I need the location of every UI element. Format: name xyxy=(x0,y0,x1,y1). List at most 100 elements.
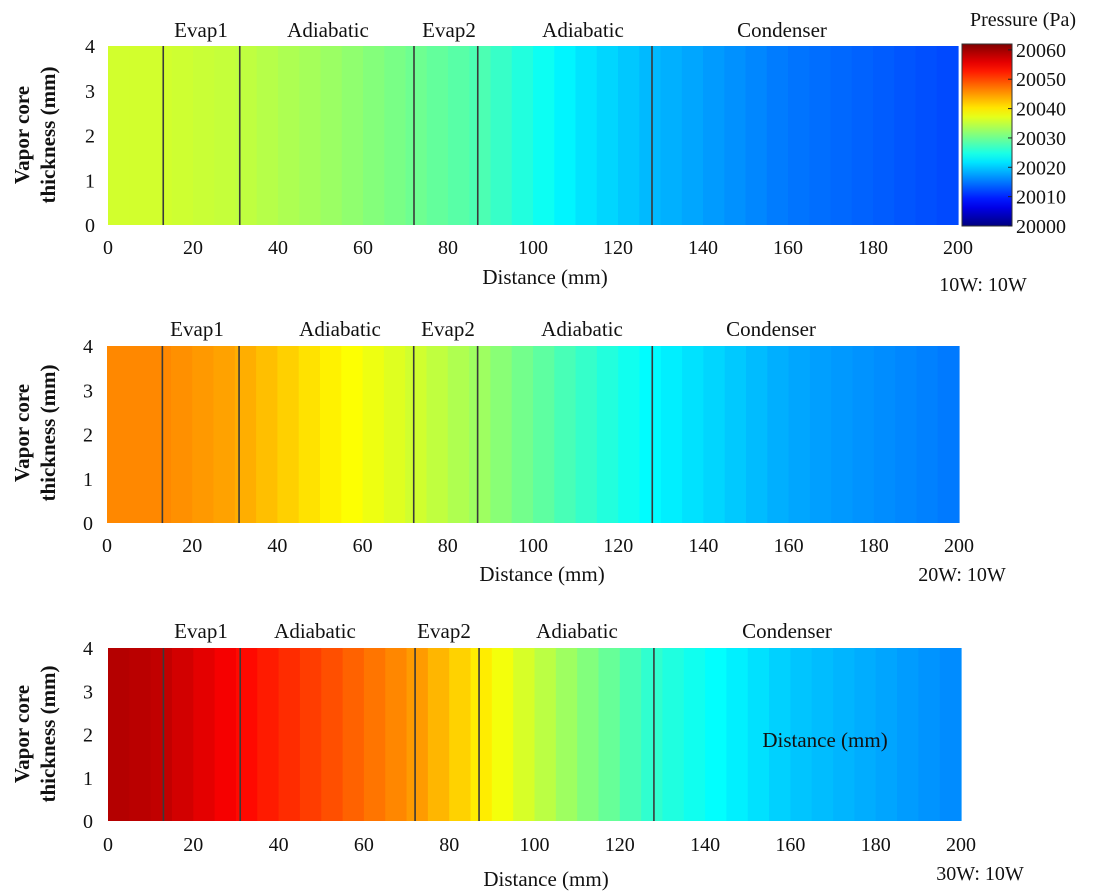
pressure-band xyxy=(619,648,642,821)
x-tick-label: 80 xyxy=(438,237,458,259)
colorbar-tick-label: 20040 xyxy=(1016,99,1066,121)
pressure-band xyxy=(554,346,577,523)
pressure-band xyxy=(745,46,768,225)
colorbar: Pressure (Pa) 20060200502004020030200202… xyxy=(961,9,1076,238)
pressure-band xyxy=(662,648,685,821)
pressure-band xyxy=(511,346,534,523)
pressure-band xyxy=(788,346,811,523)
pressure-band xyxy=(724,46,747,225)
pressure-band xyxy=(831,346,854,523)
region-label: Condenser xyxy=(726,317,816,341)
region-label: Adiabatic xyxy=(299,317,381,341)
region-label: Adiabatic xyxy=(536,619,618,643)
y-tick-labels-2: 0 1 2 3 4 xyxy=(83,336,93,535)
pressure-band xyxy=(384,46,407,225)
y-tick-label: 2 xyxy=(85,126,95,148)
y-tick-label: 1 xyxy=(83,768,93,790)
pressure-band xyxy=(149,346,172,523)
x-tick-labels-2: 0 20 40 60 80 100 120 140 160 180 200 xyxy=(102,535,974,557)
x-axis-title-3: Distance (mm) xyxy=(483,867,608,891)
pressure-band xyxy=(234,346,257,523)
pressure-band xyxy=(851,46,874,225)
pressure-band xyxy=(427,648,450,821)
pressure-band xyxy=(681,46,704,225)
region-boundaries-1 xyxy=(162,46,653,225)
pressure-band xyxy=(575,46,598,225)
y-tick-label: 1 xyxy=(85,170,95,192)
colorbar-tick-labels: 20060 20050 20040 20030 20020 20010 20000 xyxy=(1008,40,1066,238)
region-label: Adiabatic xyxy=(287,18,369,42)
region-labels-2: Evap1 Adiabatic Evap2 Adiabatic Condenser xyxy=(170,317,816,341)
pressure-band xyxy=(554,46,577,225)
region-boundaries-3 xyxy=(162,648,655,821)
pressure-band xyxy=(447,346,470,523)
colorbar-tick-label: 20000 xyxy=(1016,216,1066,238)
pressure-band xyxy=(448,46,470,225)
pressure-band xyxy=(321,648,344,821)
pressure-band xyxy=(577,648,600,821)
region-label: Evap1 xyxy=(170,317,224,341)
region-boundaries-2 xyxy=(161,346,654,523)
x-tick-label: 180 xyxy=(859,535,889,557)
pressure-band xyxy=(703,46,725,225)
y-tick-label: 4 xyxy=(83,336,93,358)
pressure-band xyxy=(107,346,129,523)
y-tick-label: 4 xyxy=(85,36,95,58)
pressure-band xyxy=(682,346,704,523)
pressure-band xyxy=(491,648,514,821)
power-annotation-2: 20W: 10W xyxy=(918,564,1006,586)
panel-1: 0 1 2 3 4 0 20 40 60 80 100 120 140 160 180 200 Evap1 A… xyxy=(10,18,1027,296)
pressure-band xyxy=(766,46,789,225)
pressure-band xyxy=(788,46,810,225)
x-tick-labels-1: 0 20 40 60 80 100 120 140 160 180 200 xyxy=(103,237,973,259)
panel-2: 0 1 2 3 4 0 20 40 60 80 100 120 140 160 180 200 Evap1 A… xyxy=(10,317,1006,586)
pressure-band xyxy=(299,46,322,225)
region-label: Evap1 xyxy=(174,619,228,643)
colorbar-tick-label: 20020 xyxy=(1016,157,1066,179)
pressure-band xyxy=(277,346,300,523)
x-tick-label: 180 xyxy=(858,237,888,259)
pressure-band xyxy=(171,46,194,225)
pressure-band xyxy=(426,346,449,523)
x-tick-label: 140 xyxy=(688,535,718,557)
pressure-band xyxy=(299,648,322,821)
pressure-band xyxy=(747,648,770,821)
y-axis-title-3-line2: thickness (mm) xyxy=(36,665,60,802)
pressure-band xyxy=(405,46,428,225)
pressure-band xyxy=(790,648,813,821)
pressure-band xyxy=(469,46,492,225)
pressure-band xyxy=(426,46,449,225)
pressure-band xyxy=(363,46,385,225)
pressure-band xyxy=(320,46,343,225)
region-label: Evap1 xyxy=(174,18,228,42)
pressure-band xyxy=(875,648,898,821)
pressure-band xyxy=(660,346,683,523)
x-tick-label: 60 xyxy=(354,834,374,856)
pressure-band xyxy=(108,648,130,821)
overlay-label-3: Distance (mm) xyxy=(762,728,887,752)
x-tick-label: 40 xyxy=(268,237,288,259)
pressure-field-2 xyxy=(107,346,960,523)
pressure-band xyxy=(490,346,513,523)
pressure-band xyxy=(895,346,917,523)
pressure-band xyxy=(170,346,193,523)
x-tick-labels-3: 0 20 40 60 80 100 120 140 160 180 200 xyxy=(103,834,976,856)
x-tick-label: 80 xyxy=(439,834,459,856)
x-tick-label: 160 xyxy=(774,535,804,557)
pressure-band xyxy=(449,648,472,821)
pressure-field-1 xyxy=(108,46,959,225)
region-labels-1: Evap1 Adiabatic Evap2 Adiabatic Condenser xyxy=(174,18,827,42)
x-axis-title-2: Distance (mm) xyxy=(479,562,604,586)
pressure-band xyxy=(513,648,536,821)
x-tick-label: 20 xyxy=(182,535,202,557)
y-tick-labels-3: 0 1 2 3 4 xyxy=(83,638,93,833)
x-tick-label: 160 xyxy=(775,834,805,856)
pressure-band xyxy=(533,46,555,225)
region-label: Adiabatic xyxy=(274,619,356,643)
pressure-band xyxy=(533,346,555,523)
pressure-band xyxy=(575,346,598,523)
pressure-band xyxy=(809,46,832,225)
pressure-band xyxy=(809,346,832,523)
pressure-band xyxy=(724,346,747,523)
y-axis-title-2-line1: Vapor core xyxy=(10,384,34,482)
